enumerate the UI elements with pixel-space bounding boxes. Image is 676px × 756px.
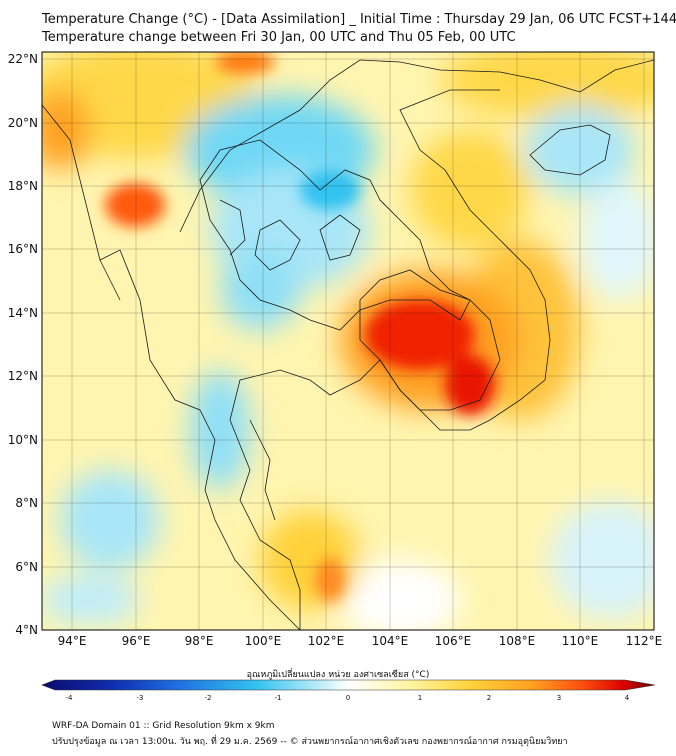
lat-label: 8°N — [15, 496, 38, 510]
lat-label: 6°N — [15, 560, 38, 574]
colorbar-tick: 0 — [345, 694, 351, 702]
colorbar-tick: -4 — [65, 694, 73, 702]
map-subtitle: Temperature change between Fri 30 Jan, 0… — [42, 30, 516, 45]
colorbar-tick: -3 — [136, 694, 144, 702]
lat-label: 4°N — [15, 623, 38, 637]
colorbar-tick: 2 — [486, 694, 492, 702]
lat-label: 18°N — [7, 179, 38, 193]
lon-label: 110°E — [561, 634, 599, 648]
lon-label: 102°E — [307, 634, 345, 648]
colorbar-tick: 1 — [417, 694, 423, 702]
colorbar-tick: 3 — [556, 694, 562, 702]
colorbar-tick: 4 — [624, 694, 630, 702]
lat-label: 20°N — [7, 116, 38, 130]
lon-label: 94°E — [57, 634, 87, 648]
country-boundaries — [42, 59, 654, 630]
colorbar-tick: -1 — [274, 694, 282, 702]
lon-label: 108°E — [498, 634, 536, 648]
plot-frame — [41, 51, 655, 631]
lon-label: 106°E — [434, 634, 472, 648]
lat-label: 12°N — [7, 369, 38, 383]
footer-update-info: ปรับปรุงข้อมูล ณ เวลา 13:00น. วัน พฤ. ที… — [52, 737, 568, 747]
lon-label: 104°E — [371, 634, 409, 648]
colorbar-title: อุณหภูมิเปลี่ยนแปลง หน่วย องศาเซลเซียส (… — [246, 670, 430, 680]
lat-label: 14°N — [7, 306, 38, 320]
lat-label: 22°N — [7, 52, 38, 66]
lon-label: 112°E — [625, 634, 663, 648]
colorbar-tick: -2 — [204, 694, 212, 702]
colorbar — [41, 679, 656, 691]
lon-label: 98°E — [184, 634, 214, 648]
lon-label: 100°E — [244, 634, 282, 648]
map-title: Temperature Change (°C) - [Data Assimila… — [42, 12, 676, 27]
footer-model-info: WRF-DA Domain 01 :: Grid Resolution 9km … — [52, 721, 275, 731]
temperature-field — [42, 52, 654, 630]
lat-label: 16°N — [7, 242, 38, 256]
graticule — [42, 52, 654, 630]
lon-label: 96°E — [121, 634, 151, 648]
temperature-change-map — [41, 51, 656, 691]
lat-label: 10°N — [7, 433, 38, 447]
